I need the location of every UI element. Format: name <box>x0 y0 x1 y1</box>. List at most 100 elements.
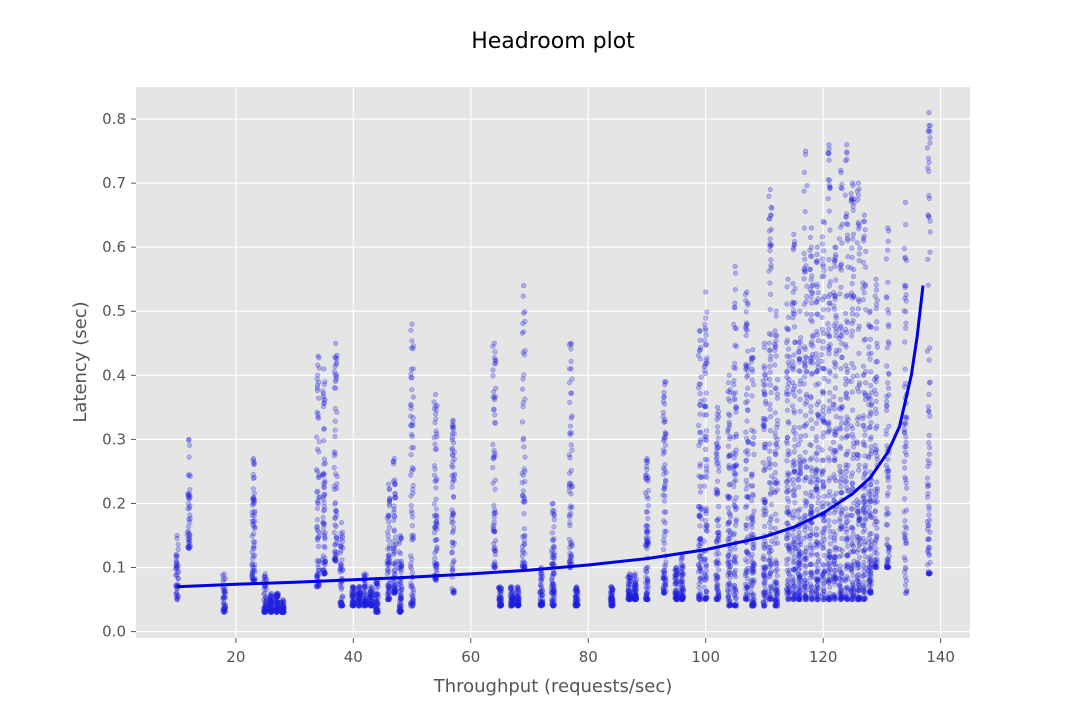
scatter-point <box>251 498 257 504</box>
scatter-point <box>391 548 397 554</box>
scatter-point <box>367 602 373 608</box>
scatter-point <box>644 596 650 603</box>
scatter-point <box>837 426 844 432</box>
scatter-point <box>314 583 320 590</box>
scatter-point <box>816 557 822 563</box>
scatter-point <box>697 327 703 334</box>
scatter-point <box>732 270 739 276</box>
scatter-point <box>749 551 755 558</box>
scatter-point <box>773 441 779 447</box>
scatter-point <box>745 385 751 391</box>
scatter-point <box>809 370 815 377</box>
scatter-point <box>848 333 855 339</box>
scatter-point <box>702 456 708 463</box>
scatter-point <box>386 487 392 493</box>
scatter-point <box>783 479 790 485</box>
scatter-point <box>362 600 369 606</box>
scatter-point <box>339 520 345 526</box>
scatter-point <box>363 603 369 609</box>
scatter-point <box>222 591 228 597</box>
scatter-point <box>515 603 521 609</box>
scatter-point <box>827 584 833 590</box>
scatter-point <box>279 608 285 614</box>
scatter-point <box>568 503 574 509</box>
scatter-point <box>349 603 356 609</box>
scatter-point <box>272 593 279 599</box>
scatter-point <box>262 571 268 577</box>
scatter-point <box>842 474 849 480</box>
scatter-point <box>826 351 832 357</box>
scatter-point <box>280 605 286 611</box>
scatter-point <box>766 331 773 337</box>
scatter-point <box>187 537 193 543</box>
scatter-point <box>761 579 767 585</box>
scatter-point <box>703 568 710 574</box>
scatter-point <box>661 434 667 440</box>
scatter-point <box>761 421 767 428</box>
scatter-point <box>838 472 844 478</box>
scatter-point <box>773 386 779 392</box>
scatter-point <box>854 240 860 246</box>
scatter-point <box>491 397 498 403</box>
scatter-point <box>850 203 856 209</box>
scatter-point <box>363 602 369 608</box>
scatter-point <box>927 129 933 135</box>
scatter-point <box>819 352 825 358</box>
scatter-point <box>792 300 798 306</box>
scatter-point <box>280 597 287 603</box>
y-tick-label: 0.1 <box>102 559 126 577</box>
scatter-point <box>885 225 891 231</box>
scatter-point <box>274 609 280 616</box>
scatter-point <box>186 531 192 537</box>
scatter-point <box>355 601 362 607</box>
scatter-point <box>385 583 392 589</box>
scatter-point <box>187 512 193 518</box>
scatter-point <box>903 325 909 331</box>
scatter-point <box>250 556 256 562</box>
scatter-point <box>704 523 710 529</box>
scatter-point <box>273 593 279 599</box>
scatter-point <box>842 479 848 485</box>
scatter-point <box>819 365 825 372</box>
scatter-point <box>844 369 850 376</box>
scatter-point <box>367 594 373 600</box>
scatter-point <box>825 151 832 157</box>
scatter-point <box>785 360 791 366</box>
scatter-point <box>849 407 856 413</box>
scatter-point <box>695 422 702 429</box>
scatter-point <box>273 606 279 613</box>
scatter-point <box>338 562 344 568</box>
scatter-point <box>824 501 831 507</box>
scatter-point <box>173 572 179 578</box>
scatter-point <box>349 602 355 608</box>
scatter-point <box>826 283 833 289</box>
scatter-point <box>263 603 269 609</box>
scatter-point <box>251 523 257 529</box>
scatter-point <box>750 355 756 361</box>
scatter-point <box>701 397 708 403</box>
scatter-point <box>855 562 861 568</box>
scatter-point <box>820 534 826 540</box>
scatter-point <box>826 326 832 332</box>
scatter-point <box>774 417 781 423</box>
scatter-point <box>185 472 191 479</box>
scatter-point <box>396 540 403 547</box>
scatter-point <box>838 596 844 603</box>
scatter-point <box>431 501 437 507</box>
scatter-point <box>833 447 839 453</box>
scatter-point <box>279 599 285 605</box>
scatter-point <box>767 428 774 434</box>
scatter-point <box>874 319 880 325</box>
scatter-point <box>339 557 345 563</box>
scatter-point <box>332 515 339 521</box>
scatter-point <box>321 426 327 432</box>
scatter-point <box>349 602 355 609</box>
scatter-point <box>320 393 327 399</box>
scatter-point <box>334 540 340 546</box>
scatter-point <box>220 576 227 582</box>
scatter-point <box>743 477 749 484</box>
scatter-point <box>767 480 774 486</box>
scatter-point <box>772 347 778 354</box>
scatter-point <box>363 597 369 603</box>
scatter-point <box>927 122 933 129</box>
